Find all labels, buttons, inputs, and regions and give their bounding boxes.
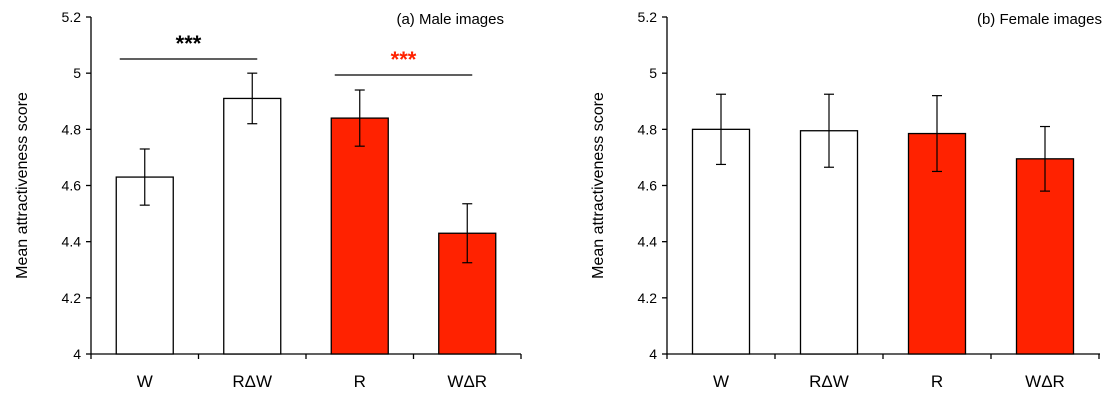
x-tick-label: WΔR [1025, 372, 1065, 391]
y-tick-label: 5 [649, 65, 657, 81]
y-tick-label: 5.2 [638, 9, 658, 25]
x-tick-label: W [713, 372, 729, 391]
y-tick-label: 4.4 [638, 234, 658, 250]
y-tick-label: 4.4 [62, 234, 82, 250]
y-tick-label: 5.2 [62, 9, 82, 25]
y-tick-label: 4.6 [62, 178, 82, 194]
panel-title: (a) Male images [396, 11, 504, 28]
significance-label: *** [176, 31, 202, 56]
y-tick-label: 4.8 [638, 121, 658, 137]
x-tick-label: R [931, 372, 943, 391]
y-axis-label: Mean attractiveness score [14, 92, 31, 279]
x-tick-label: WΔR [447, 372, 487, 391]
panel-male-images: 4 4.2 4.4 4.6 4.8 5 5.2 W RΔW R WΔR *** *** (a) Male … [14, 9, 522, 391]
bar-1 [115, 176, 174, 355]
bar-2 [799, 130, 859, 355]
bar-2 [223, 97, 282, 355]
panel-title: (b) Female images [977, 11, 1102, 28]
panel-female-images: 4 4.2 4.4 4.6 4.8 5 5.2 W RΔW R WΔR (b) Female imag… [590, 9, 1102, 391]
bar-3 [330, 117, 389, 355]
y-tick-label: 4 [649, 346, 657, 362]
y-tick-label: 4.6 [638, 178, 658, 194]
x-tick-label: W [137, 372, 153, 391]
x-tick-label: RΔW [809, 372, 849, 391]
significance-label: *** [391, 47, 417, 72]
x-tick-label: R [354, 372, 366, 391]
y-tick-label: 4.8 [62, 121, 82, 137]
y-tick-label: 4.2 [62, 290, 82, 306]
bar-1 [691, 128, 751, 355]
y-tick-label: 5 [73, 65, 81, 81]
y-tick-label: 4.2 [638, 290, 658, 306]
x-tick-label: RΔW [232, 372, 272, 391]
y-tick-label: 4 [73, 346, 81, 362]
y-axis-label: Mean attractiveness score [590, 92, 607, 279]
